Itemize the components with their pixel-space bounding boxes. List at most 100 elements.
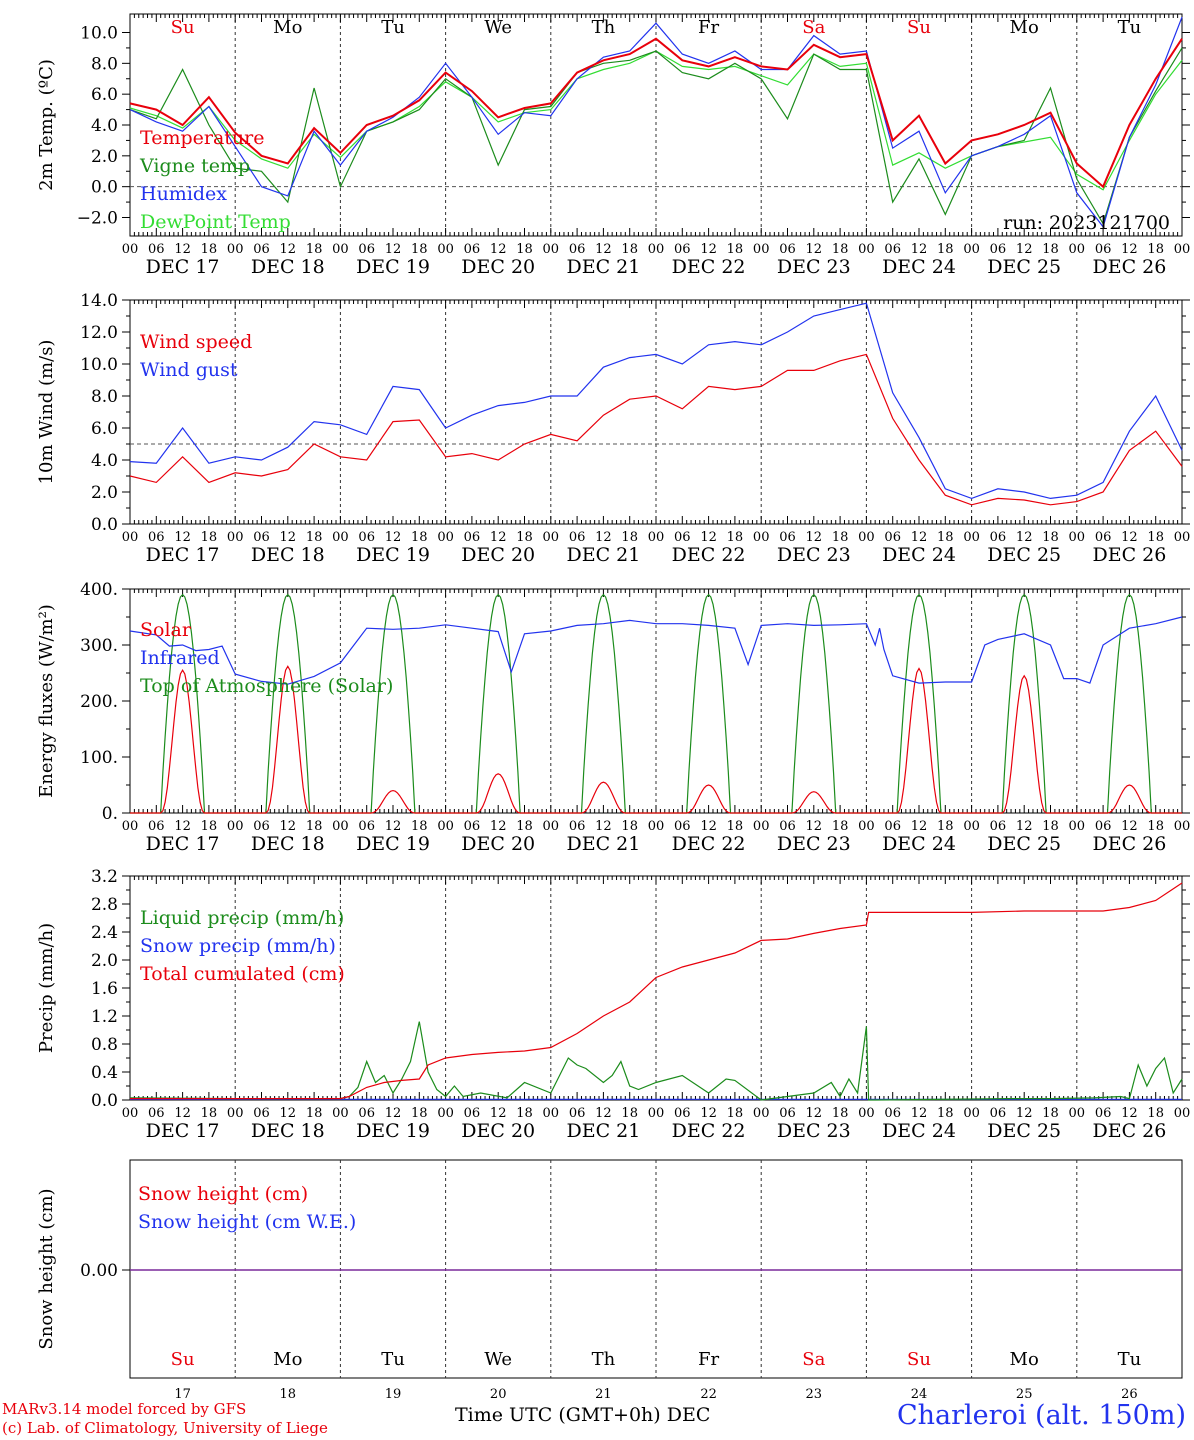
hour-label: 12 xyxy=(806,1106,823,1121)
legend-entry: Infrared xyxy=(140,647,220,669)
hour-label: 06 xyxy=(148,1106,165,1121)
hour-label: 12 xyxy=(595,242,612,257)
weekday-label: Mo xyxy=(1010,1349,1039,1370)
hour-label: 06 xyxy=(569,819,586,834)
hour-label: 00 xyxy=(437,530,454,545)
series-line xyxy=(129,616,1183,685)
y-tick-label: 0.4 xyxy=(91,1063,118,1083)
weekday-label: Tu xyxy=(1118,1349,1142,1370)
hour-label: 06 xyxy=(358,242,375,257)
date-label: DEC 17 xyxy=(146,544,220,566)
series-line xyxy=(130,882,1183,1100)
y-tick-label: 4.0 xyxy=(91,451,118,471)
date-label: DEC 24 xyxy=(882,544,956,566)
hour-label: 12 xyxy=(1016,1106,1033,1121)
hour-label: 00 xyxy=(437,1106,454,1121)
run-annotation: run: 2023121700 xyxy=(1003,212,1170,234)
hour-label: 06 xyxy=(1095,819,1112,834)
hour-label: 18 xyxy=(727,530,744,545)
hour-label: 18 xyxy=(516,530,533,545)
series-line xyxy=(129,50,1183,191)
hour-label: 18 xyxy=(516,242,533,257)
day-number-label: 26 xyxy=(1121,1387,1138,1402)
hour-label: 06 xyxy=(464,819,481,834)
y-tick-label: 2.0 xyxy=(91,483,118,503)
hour-label: 00 xyxy=(1174,530,1191,545)
hour-label: 06 xyxy=(569,1106,586,1121)
hour-label: 12 xyxy=(911,530,928,545)
y-tick-label: 400. xyxy=(80,580,118,600)
weekday-label: Su xyxy=(907,1349,931,1370)
panel-frame-1 xyxy=(129,299,1183,525)
hour-label: 06 xyxy=(464,242,481,257)
hour-label: 06 xyxy=(674,819,691,834)
x-axis-month: DEC xyxy=(666,1404,711,1426)
legend-entry: Snow precip (mm/h) xyxy=(140,935,336,957)
hour-label: 00 xyxy=(122,530,139,545)
weekday-label: We xyxy=(484,1349,512,1370)
hour-label: 06 xyxy=(569,530,586,545)
date-label: DEC 20 xyxy=(461,256,535,278)
y-tick-label: 0.00 xyxy=(80,1261,118,1281)
series-line xyxy=(129,16,1183,229)
hour-label: 06 xyxy=(674,530,691,545)
hour-label: 18 xyxy=(832,530,849,545)
date-label: DEC 22 xyxy=(672,833,746,855)
y-tick-label: 10.0 xyxy=(80,355,118,375)
hour-label: 18 xyxy=(306,819,323,834)
hour-label: 18 xyxy=(1042,530,1059,545)
hour-label: 12 xyxy=(1121,819,1138,834)
weekday-label: Sa xyxy=(802,17,825,38)
hour-label: 00 xyxy=(332,242,349,257)
date-label: DEC 21 xyxy=(566,833,640,855)
hour-label: 12 xyxy=(595,819,612,834)
date-label: DEC 21 xyxy=(566,1120,640,1142)
date-label: DEC 18 xyxy=(251,833,325,855)
hour-label: 18 xyxy=(201,819,218,834)
hour-label: 12 xyxy=(595,1106,612,1121)
legend-entry: Temperature xyxy=(140,127,264,149)
hour-label: 06 xyxy=(990,819,1007,834)
hour-label: 18 xyxy=(621,530,638,545)
hour-label: 00 xyxy=(648,530,665,545)
date-label: DEC 17 xyxy=(146,1120,220,1142)
date-label: DEC 22 xyxy=(672,256,746,278)
date-label: DEC 19 xyxy=(356,256,430,278)
date-label: DEC 20 xyxy=(461,1120,535,1142)
hour-label: 12 xyxy=(700,530,717,545)
day-number-label: 24 xyxy=(911,1387,928,1402)
hour-label: 12 xyxy=(490,819,507,834)
date-label: DEC 18 xyxy=(251,256,325,278)
series-line xyxy=(129,1021,1183,1101)
hour-label: 00 xyxy=(227,242,244,257)
hour-label: 12 xyxy=(280,1106,297,1121)
weekday-label: Tu xyxy=(381,1349,405,1370)
hour-label: 06 xyxy=(779,530,796,545)
date-label: DEC 19 xyxy=(356,544,430,566)
date-label: DEC 23 xyxy=(777,544,851,566)
date-label: DEC 23 xyxy=(777,256,851,278)
hour-label: 06 xyxy=(148,530,165,545)
hour-label: 06 xyxy=(674,1106,691,1121)
y-tick-label: 10.0 xyxy=(80,24,118,44)
date-label: DEC 22 xyxy=(672,1120,746,1142)
hour-label: 18 xyxy=(832,1106,849,1121)
hour-label: 18 xyxy=(1147,530,1164,545)
date-label: DEC 26 xyxy=(1092,256,1166,278)
date-label: DEC 20 xyxy=(461,833,535,855)
date-label: DEC 25 xyxy=(987,833,1061,855)
hour-label: 12 xyxy=(1016,819,1033,834)
date-label: DEC 18 xyxy=(251,1120,325,1142)
date-label: DEC 23 xyxy=(777,833,851,855)
y-axis-label: 10m Wind (m/s) xyxy=(36,340,57,485)
hour-label: 06 xyxy=(674,242,691,257)
hour-label: 12 xyxy=(174,1106,191,1121)
hour-label: 00 xyxy=(122,242,139,257)
hour-label: 18 xyxy=(201,1106,218,1121)
hour-label: 18 xyxy=(306,530,323,545)
y-tick-label: 0.0 xyxy=(91,178,118,198)
hour-label: 00 xyxy=(437,819,454,834)
date-label: DEC 21 xyxy=(566,544,640,566)
hour-label: 12 xyxy=(490,242,507,257)
